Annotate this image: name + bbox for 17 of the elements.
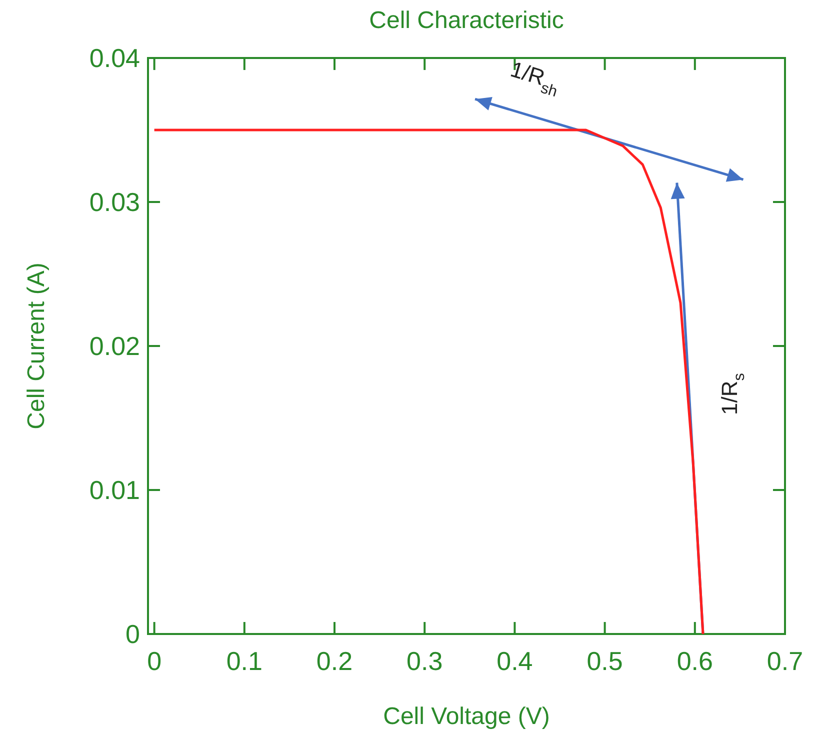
x-axis-title: Cell Voltage (V) [383, 703, 550, 730]
x-tick-label: 0.2 [316, 646, 353, 676]
y-tick-label: 0 [126, 619, 140, 649]
x-tick-label: 0.1 [226, 646, 262, 676]
y-tick-label: 0.02 [89, 331, 140, 361]
y-tick-label: 0.04 [89, 43, 140, 73]
x-tick-label: 0.5 [586, 646, 623, 676]
x-tick-label: 0.3 [406, 646, 443, 676]
x-tick-label: 0.4 [496, 646, 533, 676]
line-series [153, 128, 704, 636]
x-tick-label: 0 [147, 646, 162, 676]
y-axis-title: Cell Current (A) [23, 262, 50, 430]
chart-title: Cell Characteristic [369, 7, 564, 34]
x-tick-label: 0.6 [676, 646, 713, 676]
y-tick-label: 0.01 [89, 475, 140, 505]
y-tick-label: 0.03 [89, 187, 140, 217]
x-tick-label: 0.7 [766, 646, 804, 676]
